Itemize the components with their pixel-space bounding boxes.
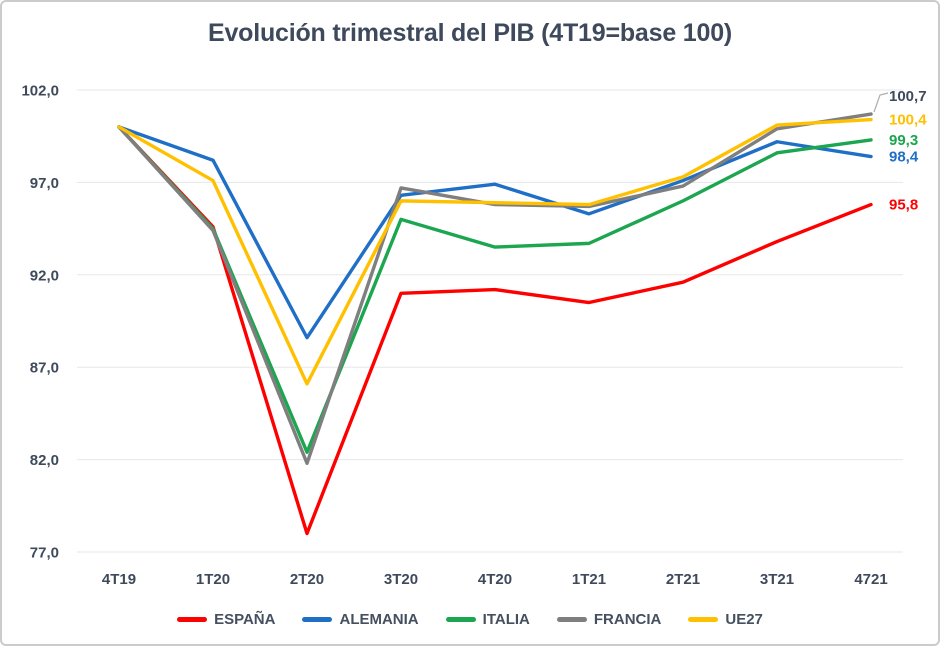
x-axis-label: 4T20 (478, 571, 512, 588)
end-label-francia: 100,7 (889, 88, 927, 105)
end-label-callout-line (873, 92, 889, 113)
legend-label: UE27 (725, 611, 763, 628)
legend-item-alemania: ALEMANIA (302, 611, 419, 628)
x-axis-label: 4T19 (102, 571, 136, 588)
end-label-italia: 99,3 (889, 132, 918, 149)
x-axis-label: 1T21 (572, 571, 606, 588)
legend-label: ITALIA (482, 611, 530, 628)
series-line-espana (117, 125, 873, 536)
chart-legend: ESPAÑA ALEMANIA ITALIA FRANCIA UE27 (2, 611, 938, 628)
x-axis-label: 4721 (854, 571, 887, 588)
y-axis-label: 82,0 (30, 452, 59, 469)
end-label-alemania: 98,4 (889, 149, 919, 166)
x-axis-label: 3T21 (760, 571, 794, 588)
end-label-ue27: 100,4 (889, 112, 927, 129)
y-axis-label: 97,0 (30, 175, 59, 192)
x-axis-label: 2T21 (666, 571, 700, 588)
legend-item-italia: ITALIA (445, 611, 530, 628)
legend-label: ESPAÑA (214, 611, 276, 628)
y-axis-label: 77,0 (30, 545, 59, 562)
legend-line-swatch-icon (688, 617, 719, 622)
legend-label: ALEMANIA (339, 611, 419, 628)
y-axis-label: 102,0 (21, 83, 59, 100)
legend-item-ue27: UE27 (688, 611, 763, 628)
y-axis-label: 92,0 (30, 267, 59, 284)
series-line-francia (117, 112, 873, 465)
legend-line-swatch-icon (556, 617, 587, 622)
end-label-espana: 95,8 (889, 197, 918, 214)
chart-title: Evolución trimestral del PIB (4T19=base … (207, 19, 733, 47)
legend-label: FRANCIA (593, 611, 662, 628)
series-line-ue27 (117, 117, 873, 386)
x-axis-label: 1T20 (196, 571, 230, 588)
y-axis-label: 87,0 (30, 360, 59, 377)
series-line-italia (117, 125, 873, 454)
legend-line-swatch-icon (302, 617, 333, 622)
x-axis-label: 2T20 (290, 571, 324, 588)
series-line-alemania (117, 125, 873, 340)
legend-line-swatch-icon (177, 617, 208, 622)
legend-item-francia: FRANCIA (556, 611, 662, 628)
legend-item-espana: ESPAÑA (177, 611, 275, 628)
legend-line-swatch-icon (445, 617, 476, 622)
x-axis-label: 3T20 (384, 571, 418, 588)
